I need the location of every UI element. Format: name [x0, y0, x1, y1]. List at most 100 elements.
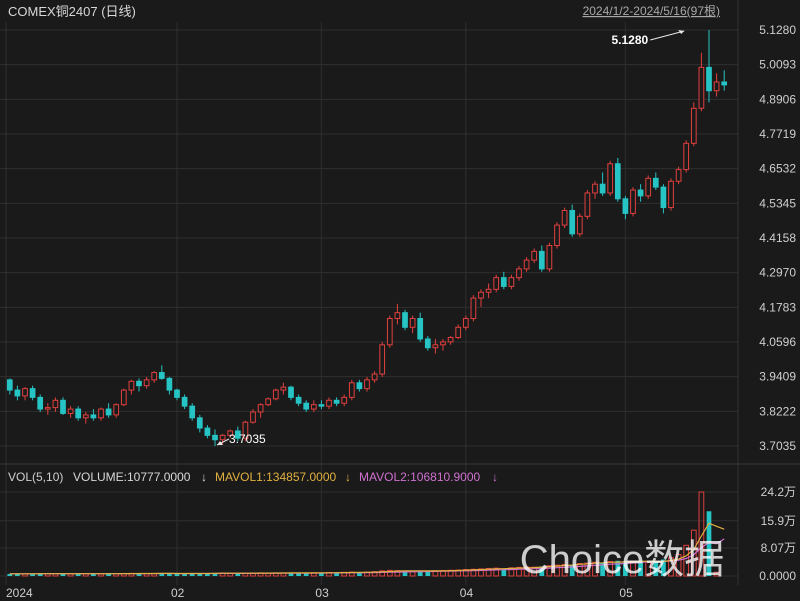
candle-body-up	[280, 386, 287, 391]
volume-bar-down	[15, 573, 20, 576]
candle-body-down	[181, 396, 188, 407]
annotation-low: 3.7035	[229, 432, 266, 446]
candle-body-up	[371, 373, 378, 381]
volume-bar-down	[75, 573, 81, 576]
candle-body-down	[356, 382, 363, 390]
candle-body-up	[462, 318, 469, 328]
volume-bar-up	[561, 563, 568, 577]
candle-body-up	[584, 192, 591, 217]
candle-body-down	[402, 312, 408, 328]
volume-arrow-icon: ↓	[201, 470, 207, 484]
candle-body-up	[143, 379, 150, 387]
price-tick-label: 5.1280	[759, 23, 796, 37]
candle-body-up	[310, 404, 317, 410]
price-tick-label: 4.8906	[759, 92, 796, 106]
candle-body-up	[98, 408, 104, 419]
candle-body-up	[257, 404, 264, 413]
annotation-leader	[650, 30, 685, 41]
volume-bar-down	[334, 572, 339, 576]
date-axis-ticks: 2024 02 03 04 05	[6, 586, 633, 600]
volume-bar-down	[159, 573, 165, 576]
candle-body-up	[432, 344, 439, 349]
volume-bar-down	[30, 573, 35, 576]
volume-axis-ticks: 24.2万 15.9万 8.07万 0.0000	[759, 485, 796, 583]
candle-body-up	[546, 245, 553, 270]
candle-body-up	[120, 389, 127, 406]
volume-bar-down	[189, 573, 195, 576]
candle-body-down	[212, 434, 218, 441]
candle-body-up	[531, 250, 538, 261]
annotations: 5.1280 3.7035	[216, 30, 685, 446]
candle-body-up	[227, 430, 234, 436]
price-tick-label: 3.8222	[759, 404, 796, 418]
price-tick-label: 4.5345	[759, 196, 796, 210]
candle-body-down	[660, 186, 667, 209]
candle-body-down	[303, 402, 310, 410]
price-tick-label: 4.4158	[759, 231, 796, 245]
candles	[6, 30, 728, 446]
volume-bar-up	[675, 554, 682, 577]
candle-body-down	[538, 250, 545, 270]
volume-bar-up	[713, 571, 720, 577]
candle-body-down	[37, 396, 44, 410]
volume-tick-label: 0.0000	[759, 569, 796, 583]
candle-body-up	[394, 312, 401, 320]
candle-body-up	[516, 268, 522, 279]
candle-body-up	[22, 388, 28, 397]
mavol1-arrow-icon: ↓	[345, 470, 351, 484]
volume-bar-down	[7, 573, 13, 576]
volume-bar-down	[402, 570, 408, 576]
candle-body-up	[508, 277, 515, 287]
candle-body-down	[6, 379, 13, 391]
volume-value: VOLUME:10777.0000	[73, 470, 191, 484]
volume-bar-up	[478, 568, 484, 577]
price-tick-label: 3.7035	[759, 439, 796, 453]
candle-body-up	[713, 81, 720, 92]
candle-body-down	[75, 408, 82, 419]
candle-body-up	[379, 344, 386, 375]
date-range[interactable]: 2024/1/2-2024/5/16(97根)	[583, 4, 720, 18]
candle-body-down	[706, 66, 712, 92]
volume-bar-down	[569, 564, 575, 576]
volume-bar-up	[523, 566, 530, 577]
volume-bar-down	[174, 573, 180, 576]
price-tick-label: 4.2970	[759, 266, 796, 280]
volume-bar-down	[319, 572, 324, 576]
candle-body-down	[318, 404, 325, 407]
candle-body-down	[652, 177, 659, 188]
candle-body-up	[485, 288, 492, 293]
annotation-arrow	[217, 441, 223, 445]
grid	[0, 22, 738, 585]
volume-bar-down	[539, 566, 545, 576]
candle-body-up	[554, 224, 560, 247]
candle-body-up	[447, 337, 454, 343]
chart-title: COMEX铜2407 (日线)	[8, 4, 136, 19]
volume-bar-up	[379, 570, 386, 577]
candle-body-up	[690, 107, 697, 144]
candle-body-down	[136, 380, 142, 387]
candle-body-up	[683, 142, 690, 171]
candle-body-up	[561, 209, 568, 226]
volume-bar-up	[584, 562, 591, 577]
price-tick-label: 4.6532	[759, 162, 796, 176]
volume-bar-down	[623, 561, 628, 576]
candle-body-up	[341, 396, 348, 404]
volume-bar-down	[205, 573, 210, 576]
volume-indicator-label[interactable]: VOL(5,10)	[8, 470, 63, 484]
volume-bar-up	[516, 566, 522, 577]
candle-body-up	[478, 291, 484, 299]
price-tick-label: 3.9409	[759, 370, 796, 384]
watermark: Choice数据	[520, 538, 725, 582]
candle-body-down	[60, 399, 66, 414]
date-tick-label: 04	[460, 586, 474, 600]
volume-bar-up	[576, 563, 583, 577]
candle-body-down	[721, 81, 728, 86]
candle-body-down	[622, 198, 629, 214]
candle-body-down	[166, 377, 173, 391]
volume-bar-down	[106, 573, 111, 576]
candle-body-up	[668, 180, 674, 209]
candle-body-down	[599, 183, 606, 194]
volume-bar-up	[462, 569, 469, 577]
candle-body-down	[174, 389, 180, 398]
